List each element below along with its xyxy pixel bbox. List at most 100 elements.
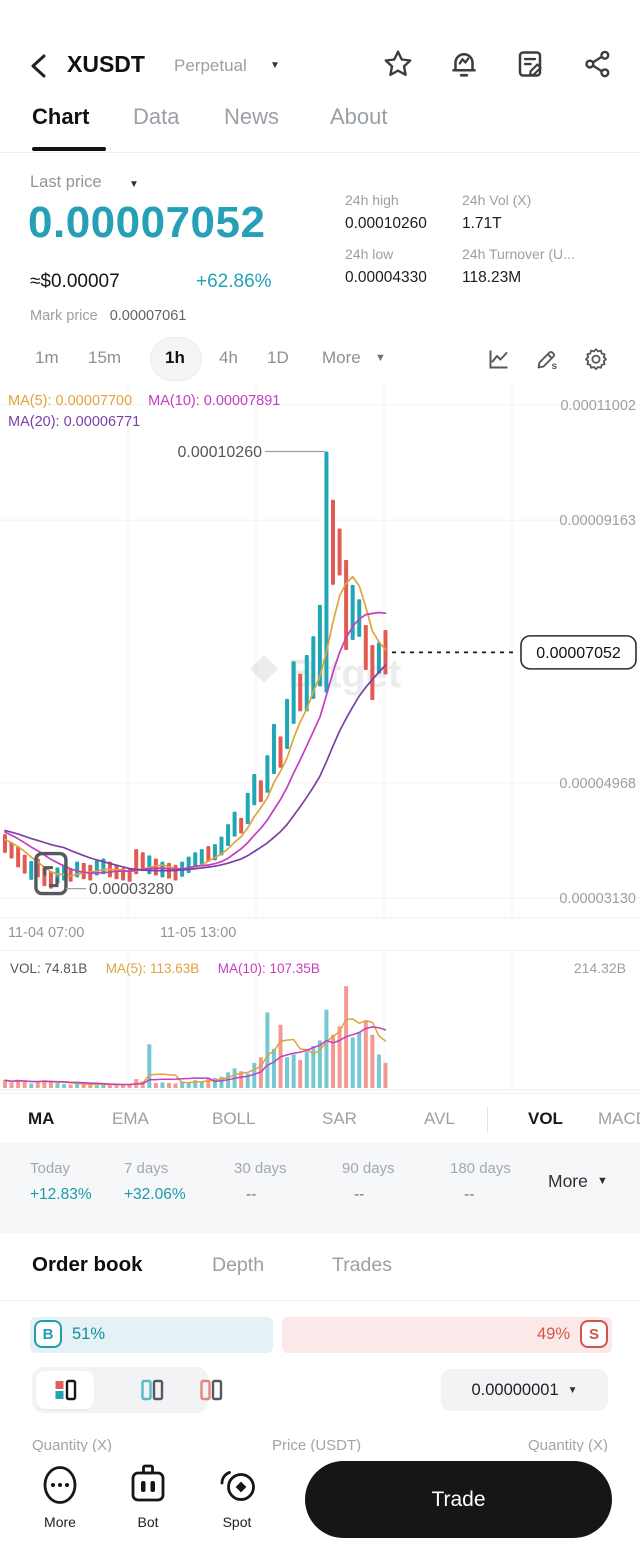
timeframe-active-chip: [150, 337, 202, 381]
indicator-ema[interactable]: EMA: [112, 1109, 149, 1128]
svg-text:0.00004968: 0.00004968: [559, 776, 636, 792]
chart-style-icon[interactable]: [486, 346, 512, 372]
spot-icon[interactable]: [214, 1462, 260, 1508]
col-price: Price (USDT): [272, 1437, 362, 1454]
sell-ratio-bar: 49% S: [282, 1317, 612, 1353]
active-tab-underline: [32, 147, 106, 151]
precision-dropdown[interactable]: 0.00000001 ▼: [441, 1369, 608, 1411]
period-90d: 90 days --: [342, 1160, 395, 1203]
last-price: 0.00007052: [28, 198, 266, 247]
nav-bot-label[interactable]: Bot: [137, 1514, 159, 1530]
market-type-chevron-icon[interactable]: ▼: [270, 60, 280, 71]
timeframe-15m[interactable]: 15m: [88, 348, 122, 367]
indicator-macd[interactable]: MACD: [598, 1109, 640, 1128]
chart-settings-gear-icon[interactable]: [583, 346, 609, 372]
period-more-chevron-icon[interactable]: ▼: [597, 1175, 608, 1187]
period-30d: 30 days --: [234, 1160, 287, 1203]
timeframe-4h[interactable]: 4h: [219, 348, 238, 367]
stat-24h-high: 24h high 0.00010260: [345, 192, 427, 232]
tab-data[interactable]: Data: [133, 104, 180, 129]
svg-text:0.00011002: 0.00011002: [560, 398, 636, 414]
ma10-label: MA(10): 0.00007891: [148, 393, 281, 409]
indicator-sar[interactable]: SAR: [322, 1109, 357, 1128]
period-more[interactable]: More: [548, 1171, 588, 1191]
ma5-label: MA(5): 0.00007700: [8, 393, 133, 409]
indicator-vol[interactable]: VOL: [528, 1109, 563, 1128]
indicator-divider: [487, 1106, 488, 1132]
x-tick-1: 11-04 07:00: [8, 925, 85, 941]
price-alert-icon[interactable]: [449, 49, 479, 79]
vol-ma5-label: MA(5): 113.63B: [105, 961, 200, 976]
view-buys-icon[interactable]: [139, 1377, 165, 1403]
col-quantity-left: Quantity (X): [32, 1437, 113, 1454]
period-today: Today +12.83%: [30, 1160, 92, 1203]
nav-spot-label[interactable]: Spot: [222, 1514, 252, 1530]
tab-news[interactable]: News: [224, 104, 280, 129]
period-7d: 7 days +32.06%: [124, 1160, 186, 1203]
timeframe-1h[interactable]: 1h: [165, 348, 185, 367]
contract-info-icon[interactable]: [515, 49, 545, 79]
tab-trades[interactable]: Trades: [332, 1254, 392, 1276]
back-icon[interactable]: [28, 53, 52, 79]
vol-value-label: VOL: 74.81B: [10, 961, 88, 976]
tab-depth[interactable]: Depth: [212, 1254, 265, 1276]
approx-usd: ≈$0.00007: [30, 271, 120, 292]
price-selector[interactable]: Last price: [30, 173, 102, 191]
ma20-label: MA(20): 0.00006771: [8, 414, 141, 430]
period-180d: 180 days --: [450, 1160, 511, 1203]
vol-axis-max: 214.32B: [573, 960, 626, 976]
nav-more-label[interactable]: More: [44, 1514, 76, 1530]
draw-tool-icon[interactable]: s: [534, 346, 560, 372]
symbol-title: XUSDT: [67, 51, 145, 77]
favorite-star-icon[interactable]: [383, 49, 413, 79]
volume-chart[interactable]: [0, 952, 640, 1092]
tab-order-book[interactable]: Order book: [32, 1253, 143, 1276]
price-chart[interactable]: Bitget0.000110020.000091630.000049680.00…: [0, 385, 640, 922]
stat-24h-vol: 24h Vol (X) 1.71T: [462, 192, 532, 232]
svg-text:0.00003130: 0.00003130: [559, 891, 636, 907]
svg-text:s: s: [552, 361, 558, 372]
precision-chevron-icon: ▼: [567, 1384, 578, 1396]
timeframe-1d[interactable]: 1D: [267, 348, 289, 367]
svg-text:0.00003280: 0.00003280: [89, 881, 174, 898]
stat-24h-turnover: 24h Turnover (U... 118.23M: [462, 246, 575, 286]
period-performance: Today +12.83% 7 days +32.06% 30 days -- 90 …: [0, 1143, 640, 1233]
market-type-label: Perpetual: [174, 56, 247, 75]
svg-text:0.00009163: 0.00009163: [559, 513, 636, 529]
tab-chart[interactable]: Chart: [32, 104, 90, 129]
sell-badge: S: [580, 1320, 608, 1348]
tab-about[interactable]: About: [330, 104, 388, 129]
timeframe-more[interactable]: More: [322, 348, 361, 367]
timeframe-1m[interactable]: 1m: [35, 348, 59, 367]
bottom-bar: More Bot Spot Trade: [0, 1452, 640, 1552]
change-pct: +62.86%: [196, 271, 272, 292]
mark-price-label: Mark price: [30, 308, 98, 324]
buy-pct: 51%: [72, 1325, 106, 1343]
ma-overlay-labels: MA(5): 0.00007700 MA(10): 0.00007891 MA(…: [8, 391, 280, 433]
price-selector-chevron-icon[interactable]: ▼: [129, 179, 139, 190]
mark-price-value: 0.00007061: [109, 308, 187, 324]
buy-badge: B: [34, 1320, 62, 1348]
share-icon[interactable]: [583, 49, 613, 79]
stat-24h-low: 24h low 0.00004330: [345, 246, 427, 286]
col-quantity-right: Quantity (X): [527, 1437, 608, 1454]
bot-icon[interactable]: [127, 1462, 169, 1508]
orderbook-view-switcher: [32, 1367, 223, 1413]
timeframe-more-chevron-icon[interactable]: ▼: [375, 352, 386, 364]
indicator-boll[interactable]: BOLL: [212, 1109, 256, 1128]
x-tick-2: 11-05 13:00: [160, 925, 237, 941]
sell-pct: 49%: [536, 1325, 570, 1343]
view-sells-icon[interactable]: [198, 1377, 224, 1403]
buy-ratio-bar: B 51%: [30, 1317, 273, 1353]
svg-text:0.00010260: 0.00010260: [177, 444, 262, 461]
svg-text:0.00007052: 0.00007052: [536, 645, 621, 662]
indicator-ma[interactable]: MA: [28, 1109, 55, 1128]
view-both-chip[interactable]: [36, 1371, 94, 1409]
view-both-icon[interactable]: [52, 1377, 78, 1403]
trade-button[interactable]: Trade: [305, 1461, 612, 1538]
indicator-avl[interactable]: AVL: [424, 1109, 455, 1128]
more-icon[interactable]: [40, 1462, 80, 1508]
stats-grid: 24h high 0.00010260 24h Vol (X) 1.71T 24h …: [345, 192, 640, 287]
volume-labels: VOL: 74.81B MA(5): 113.63B MA(10): 107.3…: [10, 960, 630, 978]
